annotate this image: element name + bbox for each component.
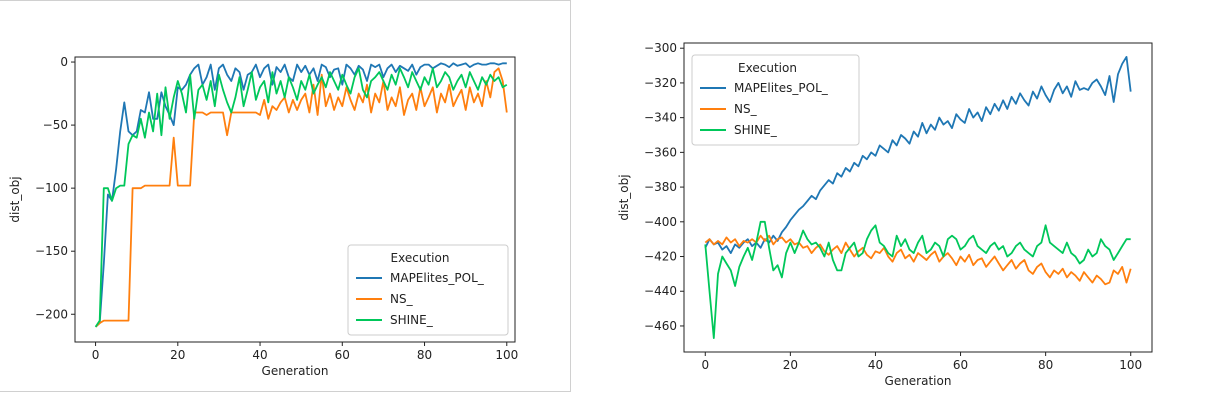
plot-frame xyxy=(74,56,516,343)
x-tick-label: 20 xyxy=(783,358,798,372)
x-tick-label: 60 xyxy=(953,358,968,372)
y-tick-label: −200 xyxy=(35,307,68,321)
legend-entry: SHINE_ xyxy=(734,123,778,137)
series-group xyxy=(94,62,508,328)
left-chart-panel xyxy=(0,0,571,392)
series-line-ns xyxy=(94,67,508,328)
legend-entry: MAPElites_POL_ xyxy=(390,271,485,285)
x-axis-label: Generation xyxy=(885,374,952,388)
x-tick-label: 0 xyxy=(701,358,709,372)
x-tick-label: 80 xyxy=(1038,358,1053,372)
x-tick-label: 100 xyxy=(495,348,518,362)
y-axis-label: dist_obj xyxy=(617,174,631,220)
chart-1: 0 20 40 60 80 100 0 −50 −100 −150 −200 Generation di… xyxy=(8,55,518,378)
x-tick-label: 40 xyxy=(252,348,267,362)
legend-box xyxy=(347,244,509,336)
legend-title: Execution xyxy=(391,251,450,265)
y-tick-label: −340 xyxy=(644,111,677,125)
series-line-shine xyxy=(704,220,1131,340)
y-tick-label: −380 xyxy=(644,180,677,194)
plot-frame xyxy=(683,42,1153,353)
legend-entry: MAPElites_POL_ xyxy=(734,81,829,95)
y-tick-label: −320 xyxy=(644,76,677,90)
x-tick-label: 40 xyxy=(868,358,883,372)
y-tick-label: −300 xyxy=(644,41,677,55)
legend: Execution MAPElites_POL_ NS_ SHINE_ xyxy=(347,244,509,336)
y-tick-label: −420 xyxy=(644,250,677,264)
x-axis-label: Generation xyxy=(262,364,329,378)
y-tick-label: −100 xyxy=(35,181,68,195)
legend-entry: NS_ xyxy=(390,292,414,306)
legend-entry: NS_ xyxy=(734,102,758,116)
legend-title: Execution xyxy=(738,61,797,75)
y-tick-label: −440 xyxy=(644,284,677,298)
legend-box xyxy=(691,54,860,146)
legend-entry: SHINE_ xyxy=(390,313,434,327)
y-tick-label: −150 xyxy=(35,244,68,258)
y-tick-label: −50 xyxy=(43,118,68,132)
series-line-mapelites-pol xyxy=(704,56,1132,255)
y-tick-label: −400 xyxy=(644,215,677,229)
y-tick-label: −360 xyxy=(644,145,677,159)
series-line-shine xyxy=(94,67,508,328)
y-axis-label: dist_obj xyxy=(8,176,22,222)
legend: Execution MAPElites_POL_ NS_ SHINE_ xyxy=(691,54,860,146)
series-line-ns xyxy=(704,234,1132,286)
x-tick-label: 0 xyxy=(92,348,100,362)
y-tick-label: 0 xyxy=(60,55,68,69)
x-tick-label: 20 xyxy=(170,348,185,362)
x-tick-label: 80 xyxy=(417,348,432,362)
x-tick-label: 60 xyxy=(335,348,350,362)
chart-2: 0 20 40 60 80 100 −300 −320 −340 −360 −380 −400 −420… xyxy=(617,41,1153,388)
y-tick-label: −460 xyxy=(644,319,677,333)
series-group xyxy=(704,56,1132,340)
x-tick-label: 100 xyxy=(1119,358,1142,372)
